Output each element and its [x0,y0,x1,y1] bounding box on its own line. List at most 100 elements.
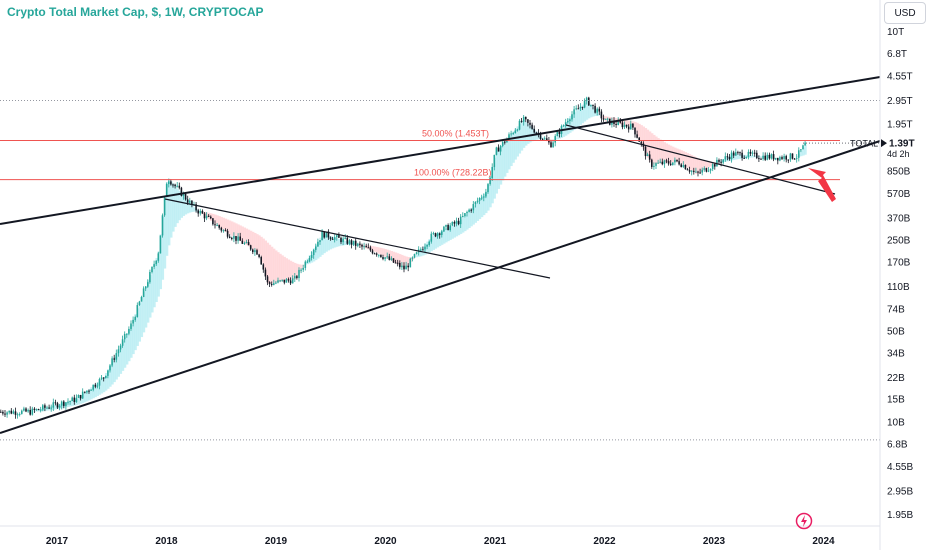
cloud-segment [172,183,175,232]
cloud-segment [432,234,435,250]
cloud-segment [659,139,662,164]
cloud-segment [585,100,589,120]
cloud-segment [697,158,700,174]
candle-body [132,319,134,324]
candle-body [310,255,313,258]
candle-body [258,254,260,258]
cloud-segment [701,159,704,172]
cloud-segment [193,207,196,212]
cloud-segment [35,410,39,412]
candle-body [333,237,336,240]
cloud-segment [336,238,339,247]
cloud-segment [529,125,532,143]
cloud-segment [264,240,267,277]
cloud-segment [340,239,343,246]
candle-body [144,286,147,289]
price-tick-label: 170B [887,257,911,268]
cloud-segment [518,123,522,154]
cloud-segment [378,247,381,254]
currency-button[interactable]: USD [884,2,926,24]
cloud-segment [113,357,116,383]
candle-body [745,156,748,158]
cloud-segment [331,236,335,249]
price-tick-label: 110B [887,282,910,293]
candle-body [336,235,338,238]
candle-body [569,119,571,122]
cloud-segment [499,145,503,185]
candle-body [249,245,252,250]
price-tick-label: 2.95T [887,96,913,107]
candle-body [644,146,647,157]
cloud-segment [592,107,595,117]
candle-body [205,215,208,219]
candle-body [718,159,720,162]
candle-body [596,108,598,113]
cloud-segment [512,131,515,163]
cloud-segment [333,237,337,248]
cloud-segment [657,138,660,164]
cloud-segment [168,178,171,246]
cloud-segment [480,196,484,218]
candle-body [357,243,359,246]
cloud-segment [510,133,513,167]
levels-layer: 50.00% (1.453T) 100.00% (728.22B) [0,100,880,441]
cloud-segment [550,139,553,145]
candle-body [739,152,741,154]
price-axis[interactable]: 15T10T6.8T4.55T2.95T1.95T850B570B370B250… [887,4,913,521]
cloud-segment [392,251,396,263]
cloud-segment [453,223,456,238]
candle-body [701,169,703,173]
price-tick-label: 370B [887,213,911,224]
cloud-segment [577,108,580,127]
candle-body [403,265,405,270]
tradingview-bolt-icon[interactable] [795,512,813,530]
cloud-segment [268,244,272,284]
candle-body [296,276,298,279]
candle-body [501,141,504,147]
ichimoku-cloud-layer [33,100,807,412]
cloud-segment [661,140,664,164]
candle-body [130,323,132,329]
cloud-segment [90,387,93,400]
cloud-segment [636,122,639,137]
candle-body [415,252,418,255]
cloud-segment [804,144,807,155]
cloud-segment [231,221,234,236]
cloud-segment [682,151,685,166]
candle-body [428,241,430,245]
candle-body [392,258,395,263]
cloud-segment [144,285,148,328]
candle-body [378,254,380,256]
candle-body [619,120,622,123]
candle-body [478,198,481,201]
candle-body [546,138,548,141]
candle-body [470,209,472,211]
candle-body [165,184,168,197]
candle-body [352,240,355,245]
candle-body [323,231,325,238]
cloud-segment [86,390,89,402]
candle-body [140,296,143,302]
cloud-segment [123,337,127,368]
candle-body [735,152,737,156]
candle-body [564,122,567,126]
candle-body [434,233,437,237]
cloud-segment [655,136,658,165]
cloud-segment [186,200,190,214]
time-tick-label: 2019 [265,536,288,547]
candle-body [319,240,321,242]
cloud-segment [699,159,702,173]
time-axis[interactable]: 2017 2018 2019 2020 2021 2022 2023 2024 [46,536,835,547]
price-tag-value: 1.39T [889,139,915,150]
cloud-segment [163,199,167,269]
cloud-segment [501,143,505,181]
cloud-segment [634,121,637,132]
cloud-segment [142,291,146,333]
cloud-segment [380,247,383,255]
cloud-segment [663,142,666,164]
cloud-segment [270,246,274,284]
candle-body [453,221,456,224]
time-tick-label: 2021 [484,536,507,547]
cloud-segment [743,154,746,159]
